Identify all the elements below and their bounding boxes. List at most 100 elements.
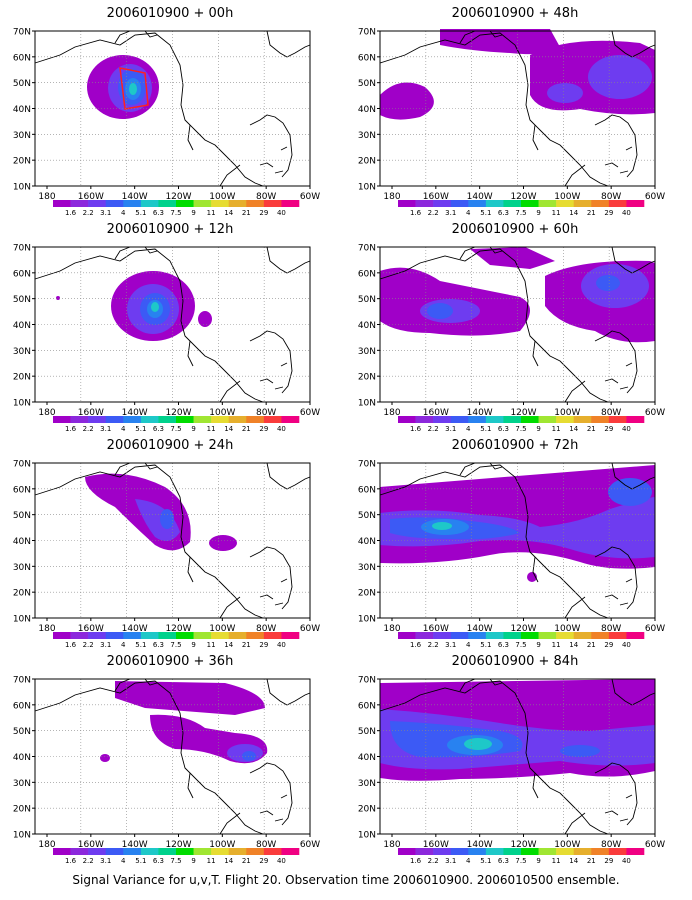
colorbar-swatch [433,200,452,207]
panel-title: 2006010900 + 00h [106,6,234,21]
y-tick-label: 40N [358,321,376,331]
colorbar-label: 4 [466,425,471,433]
y-tick-label: 30N [358,779,376,789]
colorbar-label: 9 [191,641,195,649]
map-panel-36h: 2006010900 + 36h 70N 60N 50N 40N 30N 20N 10N 18… [5,653,335,869]
colorbar-swatch [503,848,522,855]
colorbar-swatch [246,848,265,855]
x-tick-label: 160W [78,408,104,418]
panel-title: 2006010900 + 84h [451,654,579,669]
y-tick-label: 30N [13,779,31,789]
colorbar-label: 5.1 [480,641,491,649]
colorbar-swatch [105,632,124,639]
y-tick-label: 10N [13,399,31,409]
colorbar-label: 40 [277,641,286,649]
x-tick-label: 100W [209,624,235,634]
colorbar-label: 14 [569,641,578,649]
x-tick-label: 140W [122,624,148,634]
colorbar-swatch [281,200,300,207]
colorbar-label: 3.1 [100,641,111,649]
colorbar-swatch [228,200,247,207]
colorbar-label: 4 [121,857,126,865]
colorbar-label: 7.5 [170,857,181,865]
x-tick-label: 120W [165,840,191,850]
colorbar-label: 4 [466,857,471,865]
colorbar-swatch [211,848,230,855]
colorbar-label: 14 [569,857,578,865]
colorbar-swatch [521,632,539,639]
coastline [34,30,311,187]
colorbar-label: 21 [587,641,596,649]
colorbar-label: 9 [536,857,540,865]
colorbar-label: 6.3 [498,425,509,433]
colorbar-label: 7.5 [170,425,181,433]
colorbar-label: 21 [242,857,251,865]
colorbar-label: 14 [224,857,233,865]
colorbar-label: 4 [466,209,471,217]
x-tick-label: 180 [38,624,55,634]
y-tick-label: 60N [13,269,31,279]
colorbar-swatch [53,416,71,423]
colorbar-label: 40 [622,641,631,649]
y-tick-label: 60N [13,485,31,495]
colorbar-swatch [88,416,107,423]
figure-caption: Signal Variance for u,v,T. Flight 20. Ob… [72,873,620,887]
colorbar-swatch [176,632,194,639]
colorbar-swatch [176,848,194,855]
colorbar-swatch [398,632,416,639]
colorbar-swatch [281,416,300,423]
colorbar-swatch [521,416,539,423]
colorbar-label: 3.1 [445,425,456,433]
y-tick-label: 50N [358,295,376,305]
colorbar-label: 21 [242,425,251,433]
x-tick-label: 80W [601,192,621,202]
colorbar-label: 1.6 [65,209,77,217]
colorbar-label: 40 [277,209,286,217]
map-svg: 70N 60N 50N 40N 30N 20N 10N 180 160W 140W 120W 100W… [13,28,320,218]
y-tick-label: 40N [13,321,31,331]
y-tick-label: 10N [358,831,376,841]
colorbar-label: 2.2 [83,425,94,433]
x-tick-label: 100W [554,192,580,202]
x-tick-label: 60W [300,624,320,634]
x-tick-label: 60W [300,192,320,202]
colorbar-swatch [591,416,610,423]
y-tick-label: 50N [13,727,31,737]
y-tick-label: 20N [358,157,376,167]
y-tick-label: 10N [13,615,31,625]
colorbar-label: 40 [622,857,631,865]
colorbar-swatch [158,848,177,855]
x-tick-label: 80W [256,840,276,850]
colorbar-label: 5.1 [135,641,146,649]
colorbar-label: 11 [207,857,216,865]
colorbar-swatch [433,848,452,855]
x-tick-label: 160W [78,624,104,634]
colorbar-swatch [415,200,434,207]
colorbar-label: 9 [191,857,195,865]
colorbar-swatch [70,848,89,855]
y-tick-label: 40N [13,537,31,547]
colorbar-swatch [211,416,230,423]
colorbar-label: 1.6 [65,641,77,649]
colorbar-label: 7.5 [515,857,526,865]
colorbar-label: 5.1 [135,209,146,217]
colorbar-label: 5.1 [480,425,491,433]
colorbar-label: 7.5 [515,425,526,433]
colorbar-label: 14 [569,209,578,217]
x-tick-label: 80W [256,192,276,202]
colorbar-label: 5.1 [135,857,146,865]
colorbar-label: 6.3 [153,641,164,649]
y-tick-label: 50N [13,295,31,305]
y-tick-label: 30N [13,131,31,141]
y-tick-label: 60N [358,701,376,711]
colorbar-label: 1.6 [410,425,422,433]
colorbar-swatch [608,200,627,207]
colorbar-swatch [450,848,469,855]
colorbar-label: 1.6 [65,425,77,433]
colorbar-swatch [193,200,212,207]
colorbar-label: 6.3 [153,857,164,865]
x-tick-label: 80W [601,624,621,634]
x-tick-label: 80W [256,408,276,418]
map-panel-48h: 2006010900 + 48h 70N 60N 50N 40N 30N 20N 10N 18… [350,5,680,221]
colorbar-swatch [556,200,575,207]
